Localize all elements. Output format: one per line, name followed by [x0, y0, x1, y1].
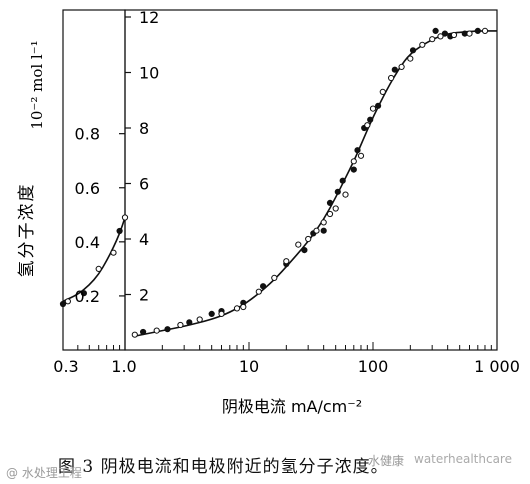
- right-open-point: [305, 235, 312, 243]
- left-filled-point: [59, 300, 67, 308]
- left-ytick-label: 0.4: [75, 233, 100, 252]
- left-filled-point: [116, 227, 123, 235]
- right-open-point: [255, 288, 262, 295]
- right-filled-point: [140, 328, 147, 336]
- right-open-point: [233, 305, 241, 312]
- left-open-point: [110, 249, 117, 256]
- left-open-point: [95, 265, 102, 272]
- y-axis-unit: 10⁻² mol l⁻¹: [28, 40, 46, 129]
- right-ytick-label: 10: [139, 64, 159, 83]
- right-filled-point: [375, 102, 382, 109]
- right-filled-point: [409, 47, 417, 54]
- left-filled-point: [80, 290, 88, 297]
- right-open-point: [419, 41, 426, 48]
- left-open-point: [64, 298, 72, 305]
- right-open-point: [240, 303, 247, 311]
- right-open-point: [131, 331, 138, 338]
- right-open-point: [350, 158, 357, 165]
- right-open-point: [332, 205, 339, 212]
- right-filled-point: [441, 30, 448, 37]
- right-open-point: [177, 321, 184, 329]
- right-open-point: [481, 27, 489, 34]
- figure-caption: 图 3 阴极电流和电极附近的氢分子浓度。: [58, 457, 389, 477]
- right-filled-point: [301, 247, 308, 254]
- right-filled-point: [350, 166, 357, 173]
- right-filled-point: [186, 319, 193, 326]
- right-filled-point: [432, 27, 439, 34]
- right-xtick-label: 1 000: [474, 357, 520, 376]
- right-filled-point: [208, 310, 215, 317]
- watermark-left: @ 水处理工程: [6, 466, 82, 480]
- right-open-point: [196, 316, 203, 323]
- watermark-right-en: waterhealthcare: [414, 452, 512, 466]
- right-ytick-label: 4: [139, 230, 149, 249]
- right-open-point: [153, 327, 160, 334]
- right-open-point: [379, 88, 386, 96]
- left-fit-curve: [62, 217, 126, 303]
- right-panel-frame: [124, 9, 498, 351]
- left-xtick-label: 0.3: [53, 357, 78, 376]
- right-ytick-label: 12: [139, 8, 159, 27]
- left-open-point: [121, 214, 129, 221]
- left-xtick-label: 1.0: [111, 357, 136, 376]
- right-xtick-label: 10: [239, 357, 259, 376]
- right-open-point: [369, 105, 377, 112]
- right-open-point: [313, 227, 320, 234]
- right-filled-point: [391, 66, 398, 73]
- right-open-point: [326, 210, 334, 218]
- right-ytick-label: 8: [139, 119, 149, 138]
- x-axis-label: 阴极电流 mA/cm⁻²: [222, 397, 362, 416]
- right-ytick-label: 6: [139, 175, 149, 194]
- right-ytick-label: 2: [139, 286, 149, 305]
- right-open-point: [407, 55, 414, 62]
- watermark-right-cn: 水健康: [368, 454, 405, 468]
- right-filled-point: [367, 116, 374, 123]
- right-xtick-label: 100: [358, 357, 389, 376]
- right-open-point: [283, 258, 290, 265]
- left-ytick-label: 0.8: [75, 125, 100, 144]
- right-filled-point: [354, 147, 361, 154]
- right-filled-point: [334, 188, 341, 195]
- right-open-point: [218, 310, 225, 317]
- right-open-point: [450, 31, 458, 39]
- right-filled-point: [326, 199, 334, 206]
- right-open-point: [295, 241, 302, 248]
- right-open-point: [357, 152, 365, 159]
- right-filled-point: [474, 27, 481, 34]
- y-axis-label: 氢分子浓度: [17, 183, 37, 278]
- right-open-point: [466, 30, 473, 37]
- right-open-point: [364, 122, 371, 129]
- right-open-point: [398, 63, 405, 71]
- right-filled-point: [339, 177, 346, 184]
- right-open-point: [271, 274, 278, 281]
- right-filled-point: [320, 227, 327, 234]
- left-ytick-label: 0.6: [75, 179, 100, 198]
- right-open-point: [388, 74, 395, 82]
- right-fit-curve: [134, 30, 497, 337]
- right-open-point: [429, 36, 436, 43]
- right-filled-point: [164, 326, 171, 333]
- right-open-point: [320, 219, 327, 226]
- left-ytick-label: 0.2: [75, 287, 100, 306]
- right-open-point: [342, 191, 349, 198]
- right-filled-point: [260, 283, 267, 290]
- right-open-point: [437, 33, 444, 40]
